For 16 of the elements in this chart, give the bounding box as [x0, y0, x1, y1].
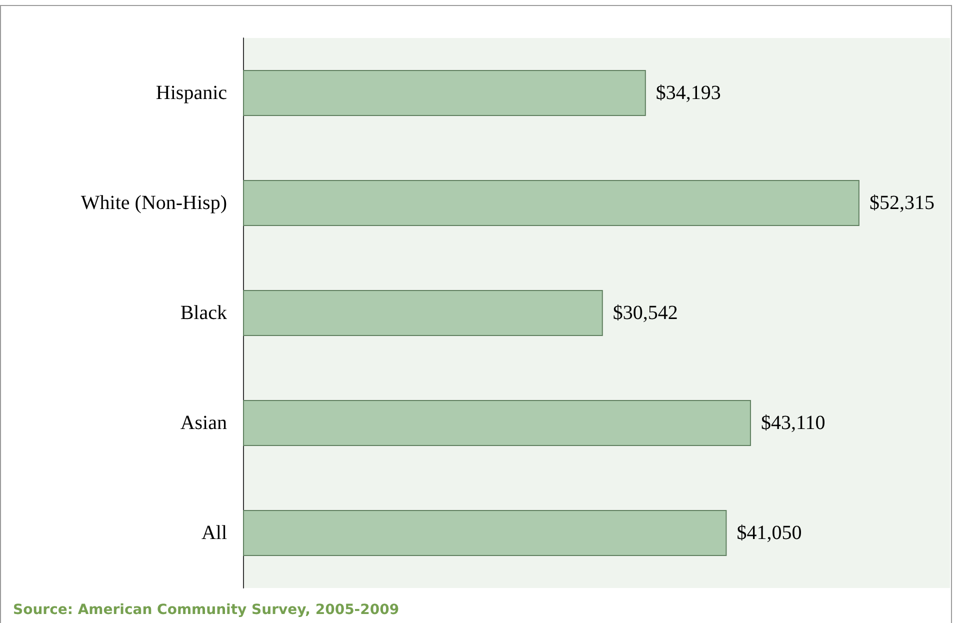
data-label: $34,193	[656, 82, 721, 104]
bar	[243, 400, 751, 446]
bar	[243, 180, 860, 226]
data-label: $41,050	[736, 522, 802, 544]
bar	[243, 510, 727, 556]
y-tick-label: Asian	[180, 412, 227, 434]
data-label: $52,315	[869, 192, 934, 214]
bar	[243, 70, 646, 116]
source-note: Source: American Community Survey, 2005-2009	[13, 602, 400, 618]
y-tick-label: White (Non-Hisp)	[80, 192, 227, 214]
y-tick-label: Black	[180, 302, 227, 324]
y-tick-label: All	[201, 522, 228, 544]
bar	[243, 290, 603, 336]
y-tick-label: Hispanic	[156, 82, 228, 104]
data-label: $43,110	[760, 412, 826, 434]
data-label: $30,542	[612, 302, 678, 324]
